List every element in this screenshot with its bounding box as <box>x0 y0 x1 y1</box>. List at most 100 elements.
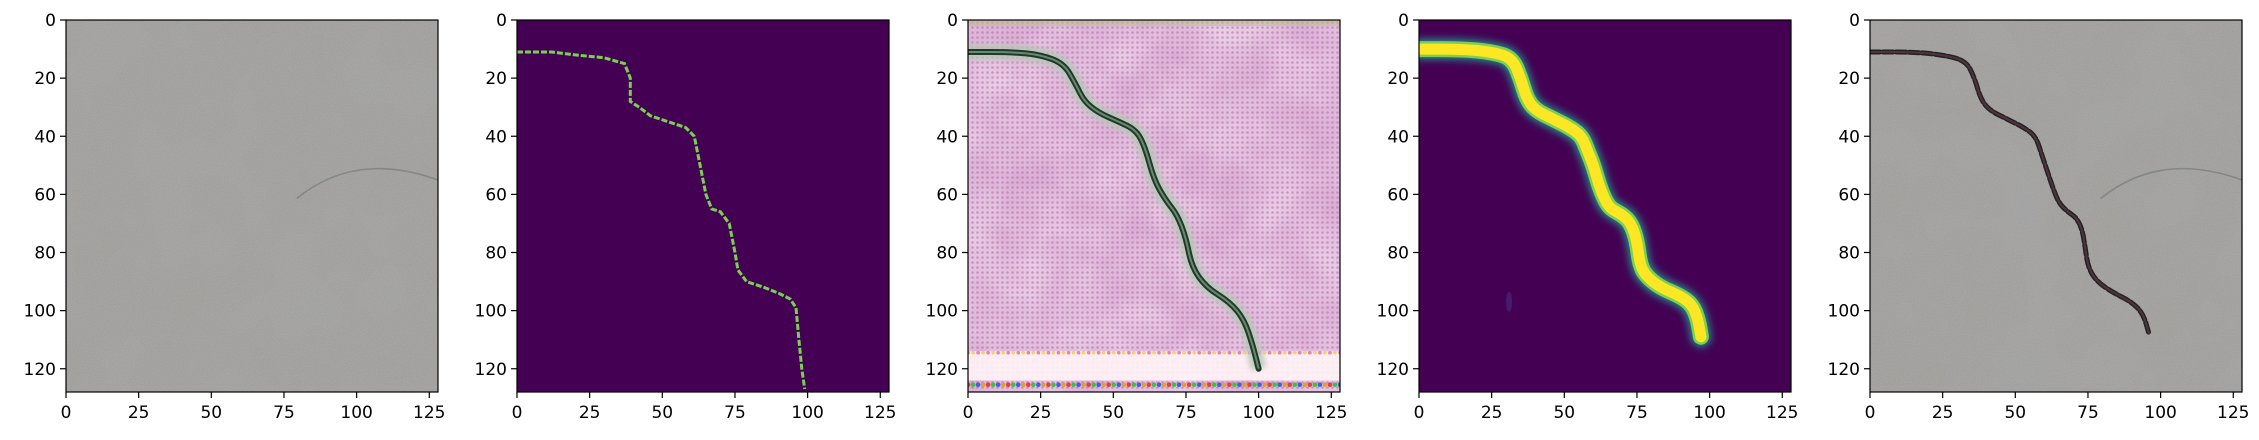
x-tick-label: 125 <box>413 403 445 423</box>
artifact-dot <box>1081 382 1086 388</box>
artifact-dot <box>1071 350 1076 355</box>
artifact-dot <box>1096 350 1101 355</box>
y-tick-label: 60 <box>485 185 507 205</box>
top-artifact-strip <box>968 20 1340 26</box>
artifact-dot <box>1277 350 1282 355</box>
artifact-dot <box>1207 350 1212 355</box>
x-tick-label: 0 <box>512 403 523 423</box>
artifact-dot <box>1242 382 1247 388</box>
y-tick-label: 20 <box>34 69 56 89</box>
x-tick-label: 50 <box>651 403 673 423</box>
artifact-dot <box>1081 350 1086 355</box>
artifact-dot <box>1237 382 1242 388</box>
artifact-dot <box>1297 382 1303 388</box>
concrete-grain-texture <box>66 20 438 392</box>
x-tick-label: 75 <box>1175 403 1197 423</box>
artifact-dot <box>1167 350 1171 355</box>
artifact-dot <box>1036 350 1041 355</box>
artifact-dot <box>1111 350 1116 355</box>
artifact-dot <box>1212 350 1217 355</box>
artifact-dot <box>1016 350 1021 355</box>
y-tick-label: 120 <box>1377 360 1409 380</box>
panel-frame <box>65 19 439 393</box>
artifact-dot <box>1292 382 1298 388</box>
artifact-dot <box>1116 382 1122 388</box>
panel-frame <box>1418 19 1792 393</box>
artifact-dot <box>1191 382 1197 388</box>
artifact-dot <box>1061 350 1066 355</box>
artifact-dot <box>1046 382 1051 388</box>
generated-dot-artifacts <box>968 20 1340 392</box>
artifact-dot <box>1121 382 1127 388</box>
y-tick-label: 100 <box>24 302 56 322</box>
y-tick-label: 100 <box>926 302 958 322</box>
y-tick-label: 100 <box>1377 302 1409 322</box>
x-tick-label: 50 <box>1102 403 1124 423</box>
artifact-dot <box>996 350 1000 355</box>
artifact-dot <box>1056 350 1061 355</box>
artifact-dot <box>1091 382 1096 388</box>
artifact-dot <box>1302 382 1308 388</box>
artifact-dot <box>1196 382 1202 388</box>
artifact-dot <box>1222 350 1227 355</box>
x-tick-label: 25 <box>579 403 601 423</box>
artifact-dot <box>1071 382 1076 388</box>
x-tick-label: 75 <box>1626 403 1648 423</box>
y-tick-label: 0 <box>496 11 507 31</box>
artifact-dot <box>1061 382 1066 388</box>
artifact-dot <box>1217 382 1222 388</box>
artifact-dot <box>1177 350 1181 355</box>
mask-background <box>517 20 889 392</box>
y-tick-label: 120 <box>475 360 507 380</box>
artifact-dot <box>1086 382 1091 388</box>
artifact-dot <box>1021 350 1026 355</box>
faint-hairline-crack <box>2100 167 2242 200</box>
artifact-dot <box>1046 350 1051 355</box>
x-tick-label: 125 <box>1315 403 1347 423</box>
artifact-dot <box>1323 350 1327 355</box>
y-tick-label: 20 <box>1838 69 1860 89</box>
artifact-dot <box>1101 350 1106 355</box>
artifact-dot <box>1086 350 1091 355</box>
artifact-dot <box>1222 382 1227 388</box>
artifact-dot <box>1172 350 1176 355</box>
x-tick-label: 125 <box>2217 403 2249 423</box>
artifact-dot <box>991 350 995 355</box>
panel-image <box>517 20 889 392</box>
y-tick-label: 0 <box>45 11 56 31</box>
artifact-dot <box>1122 350 1126 355</box>
artifact-dot <box>1181 382 1187 388</box>
artifact-dot <box>1322 382 1328 388</box>
x-tick-label: 100 <box>340 403 372 423</box>
artifact-dot <box>1111 382 1117 388</box>
y-tick-label: 0 <box>1849 11 1860 31</box>
artifact-dot <box>1136 382 1142 388</box>
artifact-dot <box>1227 350 1232 355</box>
artifact-dot <box>1051 382 1056 388</box>
x-tick-label: 25 <box>1030 403 1052 423</box>
artifact-dot <box>1287 350 1292 355</box>
panel-frame <box>967 19 1341 393</box>
artifact-dot <box>1201 382 1207 388</box>
y-tick-label: 40 <box>1387 127 1409 147</box>
artifact-dot <box>1272 382 1277 388</box>
artifact-dot <box>1186 382 1192 388</box>
y-tick-label: 80 <box>936 244 958 264</box>
panel-5: 0 25 50 75 100 125 0 20 40 60 80 100 120 <box>1828 11 2250 423</box>
artifact-dot <box>1031 382 1036 388</box>
artifact-dot <box>1126 382 1132 388</box>
artifact-dot <box>1297 350 1302 355</box>
artifact-dot <box>1247 382 1252 388</box>
artifact-dot <box>1010 382 1016 388</box>
x-tick-label: 0 <box>1414 403 1425 423</box>
faint-hairline-crack <box>296 167 438 200</box>
artifact-dot <box>1026 382 1031 388</box>
panel-1: 0 25 50 75 100 125 0 20 40 60 80 100 120 <box>24 11 446 423</box>
artifact-dot <box>1117 350 1121 355</box>
prediction-noise-blob <box>1506 291 1513 312</box>
artifact-dot <box>1001 350 1005 355</box>
artifact-dot <box>1146 382 1152 388</box>
x-tick-label: 125 <box>1766 403 1798 423</box>
artifact-dot <box>1272 350 1277 355</box>
